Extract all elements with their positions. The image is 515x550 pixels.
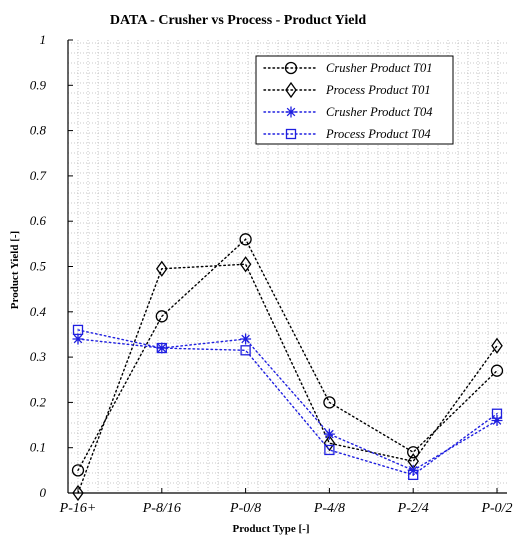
y-tick-label: 0.7: [30, 168, 47, 183]
point-square: [156, 342, 167, 354]
point-diamond: [239, 256, 252, 273]
point-star: [240, 333, 252, 345]
point-circle: [407, 446, 420, 459]
x-tick-label: P-4/8: [313, 501, 345, 516]
x-tick-label: P-0/2: [480, 501, 512, 516]
series-2: [72, 256, 503, 502]
legend-label: Crusher Product T04: [326, 105, 433, 119]
y-tick-label: 0.9: [30, 77, 47, 92]
point-circle: [323, 396, 336, 409]
x-tick-label: P-2/4: [397, 501, 429, 516]
point-circle: [490, 364, 504, 377]
x-tick-label: P-16+: [59, 501, 97, 516]
series-line: [77, 329, 498, 476]
y-axis: 0 0.1 0.2 0.3 0.4 0.5 0.6 0.7 0.8 0.9 1: [30, 32, 73, 500]
point-star: [285, 106, 297, 118]
point-diamond: [491, 337, 503, 354]
series-layer: [71, 233, 504, 502]
point-square: [491, 408, 503, 419]
point-circle: [71, 464, 85, 477]
y-tick-label: 0.8: [30, 123, 47, 138]
point-square: [72, 324, 84, 336]
y-tick-label: 0.5: [30, 259, 47, 274]
series-4: [72, 324, 503, 481]
legend-label: Process Product T04: [325, 127, 431, 141]
x-axis-label: Product Type [-]: [233, 523, 310, 535]
y-tick-label: 0: [40, 485, 47, 500]
series-1: [71, 233, 504, 477]
legend-label: Crusher Product T01: [326, 61, 433, 75]
y-tick-label: 0.1: [30, 440, 46, 455]
point-circle: [284, 61, 298, 75]
y-tick-label: 0.2: [30, 394, 47, 409]
point-star: [491, 415, 503, 427]
point-circle: [155, 310, 168, 323]
point-square: [240, 345, 251, 356]
x-tick-label: P-0/8: [229, 501, 261, 516]
y-axis-label: Product Yield [-]: [9, 231, 21, 309]
point-star: [323, 428, 335, 440]
point-diamond: [156, 260, 168, 277]
y-tick-label: 0.4: [30, 304, 47, 319]
point-diamond: [323, 435, 336, 452]
y-tick-label: 1: [40, 32, 47, 47]
chart-title: DATA - Crusher vs Process - Product Yiel…: [110, 13, 366, 28]
series-line: [77, 263, 498, 494]
y-tick-label: 0.3: [30, 349, 47, 364]
point-star: [72, 333, 84, 345]
point-square: [408, 469, 419, 481]
series-line: [77, 338, 498, 472]
legend: Crusher Product T01 Process Product T01 Cr…: [255, 55, 454, 145]
y-tick-label: 0.6: [30, 213, 47, 228]
point-diamond: [72, 484, 84, 502]
legend-label: Process Product T01: [325, 83, 431, 97]
series-line: [77, 238, 498, 472]
point-circle: [239, 233, 252, 246]
x-axis: P-16+ P-8/16 P-0/8 P-4/8 P-2/4 P-0/2: [59, 488, 513, 516]
point-diamond: [285, 81, 297, 99]
point-square: [324, 444, 335, 456]
x-tick-label: P-8/16: [142, 501, 181, 516]
point-square: [285, 128, 297, 140]
